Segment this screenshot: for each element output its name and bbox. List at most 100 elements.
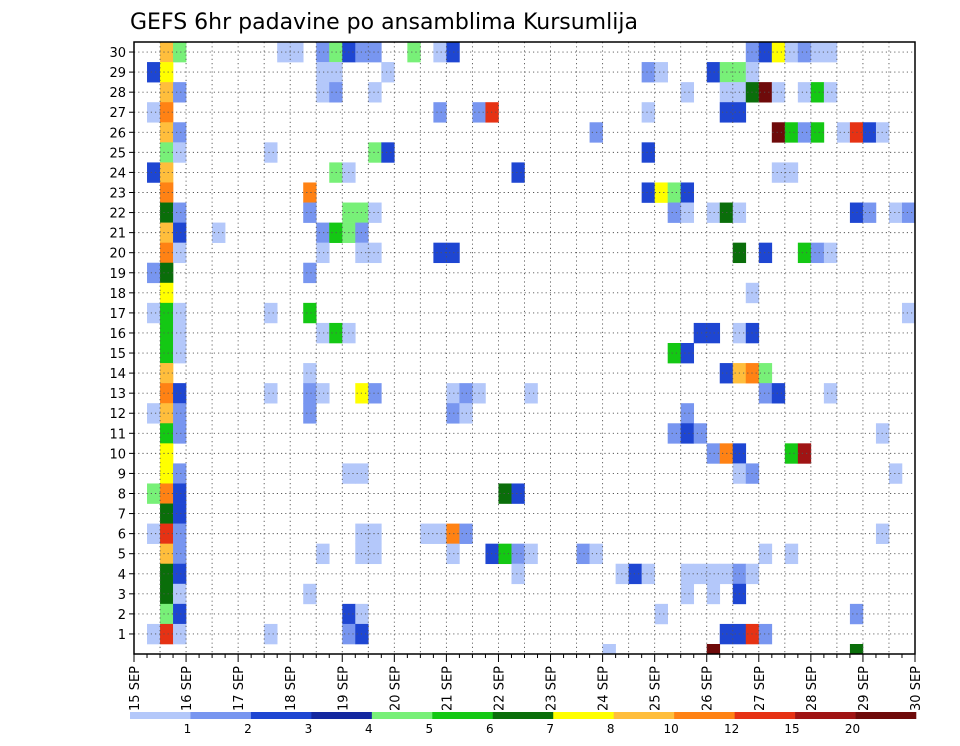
- heatmap-cell: [368, 242, 382, 264]
- heatmap-cell: [641, 182, 655, 203]
- heatmap-cell: [160, 142, 174, 163]
- colorbar-label: 5: [425, 722, 433, 736]
- heatmap-cell: [147, 483, 161, 504]
- heatmap-cell: [667, 182, 681, 203]
- heatmap-cell: [810, 242, 825, 264]
- heatmap-cell: [303, 302, 317, 324]
- heatmap-cell: [316, 322, 330, 344]
- heatmap-cell: [446, 543, 460, 565]
- heatmap-cell: [641, 142, 655, 163]
- heatmap-cell: [784, 162, 799, 183]
- y-tick-label: 21: [109, 227, 126, 242]
- y-tick-label: 15: [109, 347, 126, 362]
- x-tick-label: 29 SEP: [857, 666, 872, 711]
- heatmap-cell: [147, 523, 161, 544]
- heatmap-cell: [173, 423, 187, 444]
- heatmap-cell: [173, 302, 187, 324]
- x-tick-label: 19 SEP: [336, 666, 351, 711]
- heatmap-cell: [303, 383, 317, 404]
- y-tick-label: 25: [109, 146, 126, 161]
- colorbar-segment: [190, 712, 252, 719]
- heatmap-cell: [160, 62, 174, 83]
- heatmap-cell: [433, 242, 447, 264]
- heatmap-cell: [160, 122, 174, 143]
- heatmap-cell: [173, 222, 187, 243]
- x-tick-label: 15 SEP: [128, 666, 143, 711]
- heatmap-cell: [160, 503, 174, 524]
- heatmap-cell: [433, 523, 447, 544]
- y-tick-label: 18: [109, 287, 126, 302]
- heatmap-cell: [680, 343, 695, 364]
- heatmap-cell: [147, 62, 161, 83]
- heatmap-cell: [784, 443, 799, 464]
- heatmap-cell: [511, 483, 525, 504]
- heatmap-cell: [303, 182, 317, 203]
- heatmap-cell: [524, 543, 538, 565]
- heatmap-cell: [160, 322, 174, 344]
- heatmap-cell: [160, 343, 174, 364]
- y-tick-label: 23: [109, 187, 126, 202]
- colorbar-segment: [250, 712, 312, 719]
- heatmap-cell: [446, 42, 460, 63]
- heatmap-cell: [758, 383, 773, 404]
- x-axis: 15 SEP 16 SEP 17 SEP 18 SEP 19 SEP 20 SEP 21 S…: [128, 654, 924, 711]
- chart-title: GEFS 6hr padavine po ansamblima Kursumli…: [130, 10, 638, 35]
- colorbar-label: 7: [546, 722, 554, 736]
- heatmap-cell: [368, 142, 382, 163]
- y-tick-label: 11: [109, 427, 126, 442]
- heatmap-cell: [758, 82, 773, 103]
- colorbar-segment: [492, 712, 554, 719]
- heatmap-cell: [680, 563, 695, 585]
- colorbar-label: 12: [724, 722, 739, 736]
- heatmap-cell: [680, 583, 695, 605]
- heatmap-cell: [160, 603, 174, 625]
- y-tick-label: 6: [118, 528, 126, 543]
- heatmap-cell: [147, 623, 161, 645]
- heatmap-cell: [706, 202, 721, 223]
- heatmap-cell: [303, 262, 317, 284]
- y-tick-label: 13: [109, 387, 126, 402]
- heatmap-cell: [173, 623, 187, 645]
- x-tick-label: 21 SEP: [440, 666, 455, 711]
- heatmap-cell: [758, 42, 773, 63]
- y-tick-label: 26: [109, 126, 126, 141]
- heatmap-cell: [160, 282, 174, 304]
- heatmap-cell: [160, 222, 174, 243]
- heatmap-cell: [706, 563, 721, 585]
- heatmap-cell: [446, 403, 460, 424]
- heatmap-cell: [316, 383, 330, 404]
- y-axis: 1234567891011121314151617181920212223242…: [109, 46, 134, 643]
- heatmap-cell: [160, 162, 174, 183]
- x-tick-label: 22 SEP: [492, 666, 507, 711]
- y-tick-label: 19: [109, 267, 126, 282]
- y-tick-label: 3: [118, 588, 126, 603]
- heatmap-cell: [680, 403, 695, 424]
- heatmap-cell: [316, 543, 330, 565]
- heatmap-cell: [654, 182, 668, 203]
- heatmap-cell: [758, 242, 773, 264]
- heatmap-cell: [264, 142, 278, 163]
- heatmap-cell: [511, 563, 525, 585]
- colorbar-label: 4: [365, 722, 373, 736]
- heatmap-cell: [784, 42, 799, 63]
- heatmap-cell: [160, 523, 174, 544]
- heatmap-cell: [173, 563, 187, 585]
- colorbar-label: 2: [244, 722, 252, 736]
- heatmap-cell: [264, 302, 278, 324]
- heatmap-cell: [667, 343, 681, 364]
- y-tick-label: 20: [109, 247, 126, 262]
- heatmap-cell: [173, 523, 187, 544]
- heatmap-cell: [498, 543, 512, 565]
- heatmap-cell: [160, 363, 174, 384]
- heatmap-cell: [303, 583, 317, 605]
- heatmap-cell: [160, 483, 174, 504]
- heatmap-cell: [160, 102, 174, 123]
- y-tick-label: 2: [118, 608, 126, 623]
- heatmap-cell: [511, 162, 525, 183]
- heatmap-cell: [680, 182, 695, 203]
- heatmap-cell: [667, 202, 681, 223]
- heatmap-cell: [706, 644, 721, 654]
- heatmap-cell: [160, 242, 174, 264]
- heatmap-cell: [160, 42, 174, 63]
- heatmap-cell: [446, 242, 460, 264]
